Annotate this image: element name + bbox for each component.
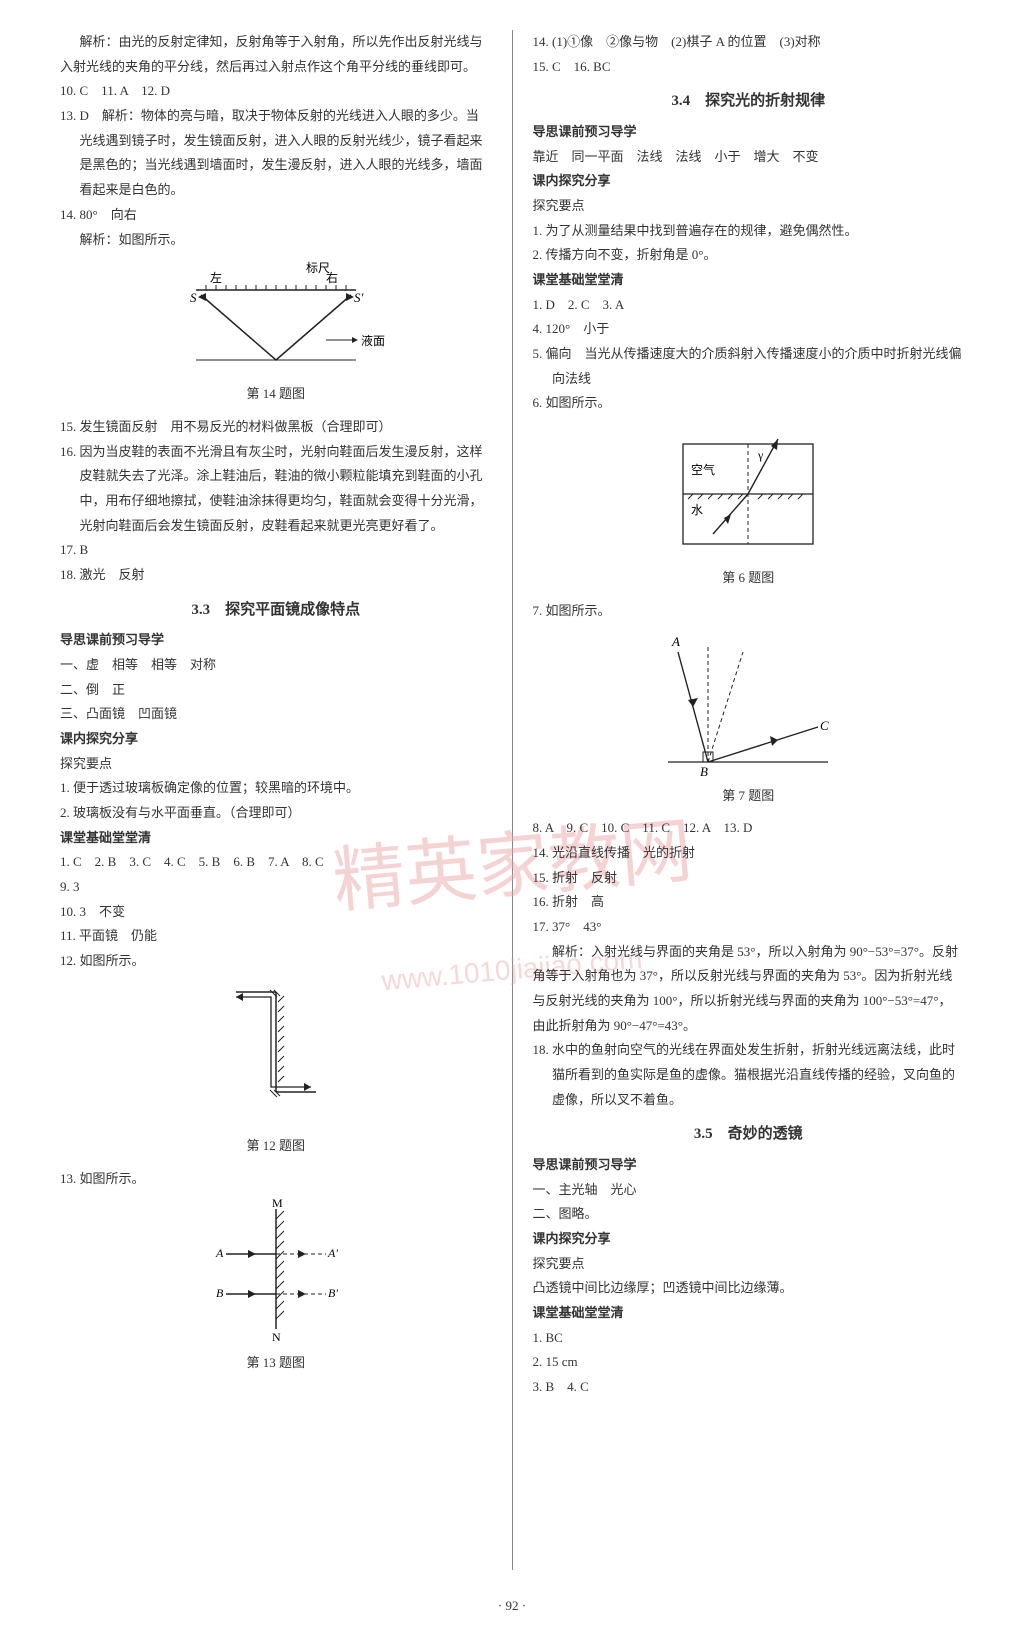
subheading: 课堂基础堂堂清 xyxy=(533,268,965,293)
answer-line: 9. 3 xyxy=(60,875,492,900)
svg-text:B: B xyxy=(216,1286,224,1300)
subheading: 导思课前预习导学 xyxy=(533,120,965,145)
answer-line: 18. 水中的鱼射向空气的光线在界面处发生折射，折射光线远离法线，此时猫所看到的… xyxy=(533,1038,965,1112)
answer-line: 3. B 4. C xyxy=(533,1375,965,1400)
answer-line: 14. 80° 向右 xyxy=(60,203,492,228)
svg-text:S': S' xyxy=(354,290,364,305)
answer-line: 1. C 2. B 3. C 4. C 5. B 6. B 7. A 8. C xyxy=(60,850,492,875)
answer-line: 靠近 同一平面 法线 法线 小于 增大 不变 xyxy=(533,145,965,170)
answer-line: 2. 玻璃板没有与水平面垂直。（合理即可） xyxy=(60,801,492,826)
answer-line: 一、主光轴 光心 xyxy=(533,1178,965,1203)
answer-line: 6. 如图所示。 xyxy=(533,391,965,416)
svg-text:标尺: 标尺 xyxy=(306,261,330,275)
subheading: 探究要点 xyxy=(533,194,965,219)
answer-line: 2. 传播方向不变，折射角是 0°。 xyxy=(533,243,965,268)
answer-line: 18. 激光 反射 xyxy=(60,563,492,588)
answer-line: 三、凸面镜 凹面镜 xyxy=(60,702,492,727)
answer-line: 1. 为了从测量结果中找到普遍存在的规律，避免偶然性。 xyxy=(533,219,965,244)
answer-line: 4. 120° 小于 xyxy=(533,317,965,342)
answer-line: 17. B xyxy=(60,538,492,563)
answer-line: 14. 光沿直线传播 光的折射 xyxy=(533,841,965,866)
subheading: 课内探究分享 xyxy=(60,727,492,752)
figure-14: 左 右 标尺 液面 S S' 第 14 题图 xyxy=(60,260,492,407)
figure-7: A B C 第 7 题图 xyxy=(533,632,965,809)
subheading: 探究要点 xyxy=(60,752,492,777)
figure-caption: 第 12 题图 xyxy=(60,1134,492,1159)
answer-line: 16. 折射 高 xyxy=(533,890,965,915)
figure-13: M N A A' B B' 第 13 题图 xyxy=(60,1199,492,1376)
answer-line: 一、虚 相等 相等 对称 xyxy=(60,653,492,678)
subheading: 课堂基础堂堂清 xyxy=(533,1301,965,1326)
figure-caption: 第 6 题图 xyxy=(533,566,965,591)
answer-line: 二、倒 正 xyxy=(60,678,492,703)
answer-line: 13. D 解析：物体的亮与暗，取决于物体反射的光线进入人眼的多少。当光线遇到镜… xyxy=(60,104,492,203)
svg-text:γ: γ xyxy=(757,448,764,462)
answer-line: 7. 如图所示。 xyxy=(533,599,965,624)
subheading: 课堂基础堂堂清 xyxy=(60,826,492,851)
section-title: 3.4 探究光的折射规律 xyxy=(533,87,965,116)
svg-text:空气: 空气 xyxy=(691,462,715,477)
subheading: 导思课前预习导学 xyxy=(533,1153,965,1178)
answer-line: 15. 折射 反射 xyxy=(533,866,965,891)
svg-text:S: S xyxy=(190,290,197,305)
answer-line: 8. A 9. C 10. C 11. C 12. A 13. D xyxy=(533,816,965,841)
answer-line: 5. 偏向 当光从传播速度大的介质斜射入传播速度小的介质中时折射光线偏向法线 xyxy=(533,342,965,391)
answer-line: 解析：如图所示。 xyxy=(60,228,492,253)
answer-line: 1. 便于透过玻璃板确定像的位置；较黑暗的环境中。 xyxy=(60,776,492,801)
answer-line: 15. C 16. BC xyxy=(533,55,965,80)
figure-caption: 第 7 题图 xyxy=(533,784,965,809)
right-column: 14. (1)①像 ②像与物 (2)棋子 A 的位置 (3)对称 15. C 1… xyxy=(521,30,965,1570)
svg-text:B': B' xyxy=(328,1286,338,1300)
subheading: 探究要点 xyxy=(533,1252,965,1277)
svg-text:A: A xyxy=(671,634,680,649)
svg-text:M: M xyxy=(272,1199,283,1210)
answer-line: 10. C 11. A 12. D xyxy=(60,79,492,104)
page-number: · 92 · xyxy=(0,1590,1024,1630)
column-divider xyxy=(512,30,513,1570)
answer-line: 1. BC xyxy=(533,1326,965,1351)
figure-caption: 第 13 题图 xyxy=(60,1351,492,1376)
answer-line: 15. 发生镜面反射 用不易反光的材料做黑板（合理即可） xyxy=(60,415,492,440)
svg-text:左: 左 xyxy=(210,270,222,285)
section-title: 3.5 奇妙的透镜 xyxy=(533,1120,965,1149)
answer-line: 12. 如图所示。 xyxy=(60,949,492,974)
svg-text:A': A' xyxy=(327,1246,338,1260)
svg-text:A: A xyxy=(215,1246,224,1260)
answer-line: 10. 3 不变 xyxy=(60,900,492,925)
answer-line: 凸透镜中间比边缘厚；凹透镜中间比边缘薄。 xyxy=(533,1276,965,1301)
figure-6: 空气 水 γ 第 6 题图 xyxy=(533,424,965,591)
answer-line: 13. 如图所示。 xyxy=(60,1167,492,1192)
section-title: 3.3 探究平面镜成像特点 xyxy=(60,596,492,625)
svg-text:液面: 液面 xyxy=(361,333,385,348)
subheading: 课内探究分享 xyxy=(533,1227,965,1252)
subheading: 课内探究分享 xyxy=(533,169,965,194)
subheading: 导思课前预习导学 xyxy=(60,628,492,653)
svg-text:B: B xyxy=(700,764,708,779)
answer-line: 11. 平面镜 仍能 xyxy=(60,924,492,949)
svg-text:水: 水 xyxy=(691,503,703,517)
analysis-text: 解析：由光的反射定律知，反射角等于入射角，所以先作出反射光线与入射光线的夹角的平… xyxy=(60,30,492,79)
answer-line: 14. (1)①像 ②像与物 (2)棋子 A 的位置 (3)对称 xyxy=(533,30,965,55)
answer-line: 2. 15 cm xyxy=(533,1350,965,1375)
answer-line: 1. D 2. C 3. A xyxy=(533,293,965,318)
answer-line: 17. 37° 43° xyxy=(533,915,965,940)
left-column: 解析：由光的反射定律知，反射角等于入射角，所以先作出反射光线与入射光线的夹角的平… xyxy=(60,30,504,1570)
answer-line: 16. 因为当皮鞋的表面不光滑且有灰尘时，光射向鞋面后发生漫反射，这样皮鞋就失去… xyxy=(60,440,492,539)
analysis-text: 解析：入射光线与界面的夹角是 53°，所以入射角为 90°−53°=37°。反射… xyxy=(533,940,965,1039)
answer-line: 二、图略。 xyxy=(533,1202,965,1227)
figure-caption: 第 14 题图 xyxy=(60,382,492,407)
svg-text:N: N xyxy=(272,1330,281,1344)
svg-text:C: C xyxy=(820,718,829,733)
figure-12: 第 12 题图 xyxy=(60,982,492,1159)
